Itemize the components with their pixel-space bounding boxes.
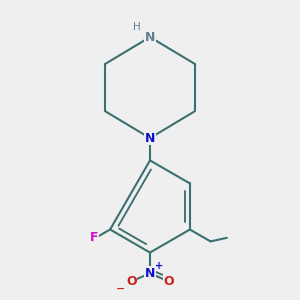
Text: +: + — [155, 261, 163, 271]
Text: N: N — [145, 132, 155, 145]
Text: H: H — [133, 22, 140, 32]
Text: O: O — [126, 275, 136, 288]
Text: F: F — [90, 231, 99, 244]
Text: −: − — [116, 284, 126, 294]
Text: N: N — [145, 267, 155, 280]
Text: N: N — [145, 31, 155, 44]
Text: O: O — [164, 275, 174, 288]
